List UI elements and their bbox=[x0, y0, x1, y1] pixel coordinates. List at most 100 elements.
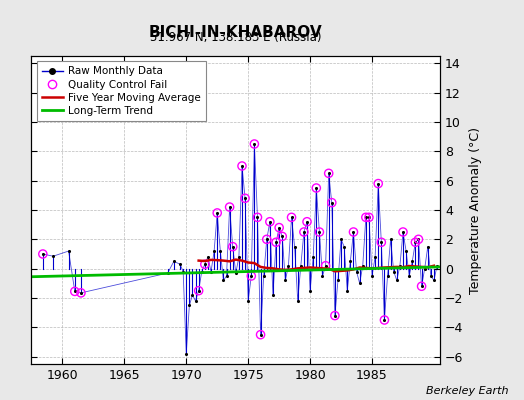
Point bbox=[433, 262, 441, 269]
Point bbox=[253, 214, 261, 220]
Point bbox=[427, 273, 435, 279]
Point bbox=[328, 200, 336, 206]
Point bbox=[309, 254, 318, 260]
Point bbox=[384, 273, 392, 279]
Point bbox=[324, 170, 333, 176]
Point bbox=[256, 332, 265, 338]
Point bbox=[352, 268, 361, 275]
Point bbox=[278, 233, 287, 240]
Point bbox=[392, 277, 401, 284]
Point bbox=[269, 292, 277, 298]
Point bbox=[201, 261, 209, 268]
Point bbox=[201, 261, 209, 268]
Point bbox=[272, 239, 280, 246]
Point bbox=[238, 163, 246, 169]
Point bbox=[275, 224, 283, 231]
Point bbox=[204, 254, 212, 260]
Point bbox=[210, 248, 219, 254]
Point bbox=[253, 214, 261, 220]
Point bbox=[321, 262, 330, 269]
Y-axis label: Temperature Anomaly (°C): Temperature Anomaly (°C) bbox=[469, 126, 482, 294]
Point bbox=[300, 229, 308, 235]
Point bbox=[402, 248, 410, 254]
Point bbox=[225, 204, 234, 210]
Point bbox=[408, 258, 417, 264]
Point bbox=[303, 218, 311, 225]
Point bbox=[266, 218, 274, 225]
Point bbox=[170, 258, 178, 264]
Point bbox=[235, 254, 243, 260]
Point bbox=[306, 288, 314, 294]
Point bbox=[411, 239, 420, 246]
Point bbox=[194, 288, 203, 294]
Point bbox=[328, 200, 336, 206]
Point bbox=[414, 236, 423, 242]
Point bbox=[163, 270, 172, 276]
Point bbox=[324, 170, 333, 176]
Text: Berkeley Earth: Berkeley Earth bbox=[426, 386, 508, 396]
Point bbox=[430, 277, 438, 284]
Point bbox=[272, 239, 280, 246]
Point bbox=[182, 350, 190, 357]
Point bbox=[331, 312, 339, 319]
Point bbox=[362, 214, 370, 220]
Point bbox=[219, 277, 227, 284]
Point bbox=[312, 185, 321, 191]
Point bbox=[176, 261, 184, 268]
Point bbox=[355, 280, 364, 286]
Point bbox=[238, 163, 246, 169]
Point bbox=[185, 302, 193, 308]
Point bbox=[77, 290, 85, 296]
Point bbox=[318, 273, 326, 279]
Point bbox=[191, 298, 200, 304]
Point bbox=[420, 266, 429, 272]
Point bbox=[331, 312, 339, 319]
Point bbox=[278, 233, 287, 240]
Point bbox=[281, 277, 290, 284]
Point bbox=[297, 262, 305, 269]
Point bbox=[423, 244, 432, 250]
Point bbox=[321, 262, 330, 269]
Point bbox=[266, 218, 274, 225]
Point bbox=[222, 273, 231, 279]
Point bbox=[228, 244, 237, 250]
Point bbox=[241, 195, 249, 202]
Point bbox=[64, 248, 73, 254]
Point bbox=[275, 224, 283, 231]
Point bbox=[71, 288, 79, 294]
Point bbox=[334, 277, 342, 284]
Point bbox=[377, 239, 386, 246]
Point bbox=[247, 273, 256, 279]
Point bbox=[362, 214, 370, 220]
Point bbox=[179, 268, 188, 275]
Point bbox=[399, 229, 407, 235]
Point bbox=[49, 253, 57, 260]
Point bbox=[213, 210, 222, 216]
Point bbox=[39, 251, 47, 257]
Point bbox=[263, 236, 271, 242]
Text: 51.967 N, 138.183 E (Russia): 51.967 N, 138.183 E (Russia) bbox=[150, 31, 322, 44]
Point bbox=[315, 229, 324, 235]
Point bbox=[399, 229, 407, 235]
Point bbox=[250, 141, 258, 147]
Point bbox=[287, 214, 296, 220]
Point bbox=[256, 332, 265, 338]
Point bbox=[228, 244, 237, 250]
Point bbox=[77, 290, 85, 296]
Point bbox=[343, 288, 352, 294]
Point bbox=[340, 244, 348, 250]
Point bbox=[337, 236, 345, 242]
Point bbox=[303, 218, 311, 225]
Point bbox=[250, 141, 258, 147]
Point bbox=[207, 268, 215, 275]
Point bbox=[374, 180, 383, 187]
Point bbox=[39, 251, 47, 257]
Point bbox=[380, 317, 389, 323]
Point bbox=[232, 270, 240, 276]
Point bbox=[244, 298, 253, 304]
Point bbox=[411, 239, 420, 246]
Title: BICHI-IN-KHABAROV: BICHI-IN-KHABAROV bbox=[149, 24, 323, 40]
Point bbox=[287, 214, 296, 220]
Point bbox=[293, 298, 302, 304]
Point bbox=[358, 262, 367, 269]
